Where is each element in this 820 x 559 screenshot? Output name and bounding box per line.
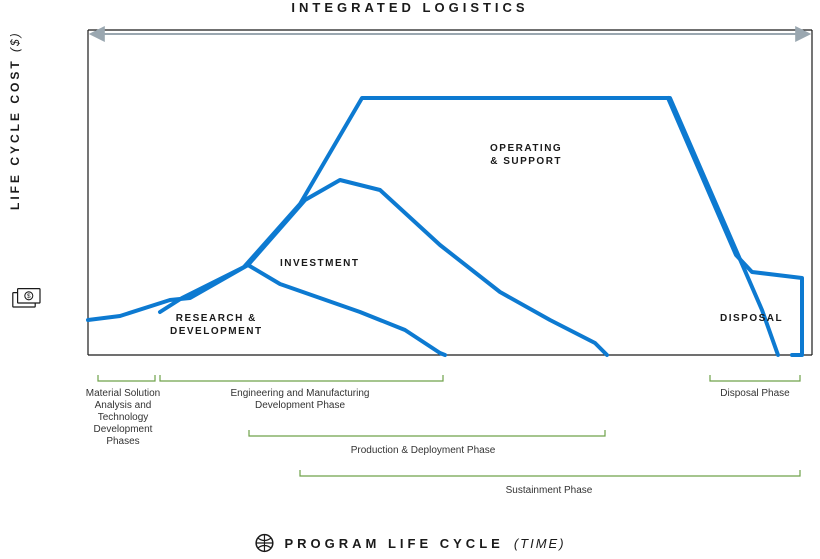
phase-bracket-pd [249,430,605,436]
x-axis-unit: (TIME) [514,536,566,551]
phase-label-sust: Sustainment Phase [299,485,799,497]
region-ops [244,98,778,355]
region-label-investment: INVESTMENT [280,257,359,270]
region-rd [88,265,445,355]
x-axis-label-row: PROGRAM LIFE CYCLE (TIME) [254,533,565,553]
phase-bracket-emd [160,375,443,381]
phase-bracket-disposal_ph [710,375,800,381]
phase-label-disposal_ph: Disposal Phase [710,388,800,400]
globe-icon [254,533,274,553]
lifecycle-chart [0,0,820,559]
phase-label-msa: Material SolutionAnalysis and Technology… [83,388,163,448]
region-label-disposal: DISPOSAL [720,312,783,325]
phase-label-pd: Production & Deployment Phase [245,445,601,457]
phase-bracket-sust [300,470,800,476]
phase-label-emd: Engineering and ManufacturingDevelopment… [159,388,442,412]
region-label-rd: RESEARCH &DEVELOPMENT [170,312,263,338]
x-axis-text: PROGRAM LIFE CYCLE [284,536,503,551]
phase-bracket-msa [98,375,155,381]
region-label-ops: OPERATING& SUPPORT [490,142,562,168]
